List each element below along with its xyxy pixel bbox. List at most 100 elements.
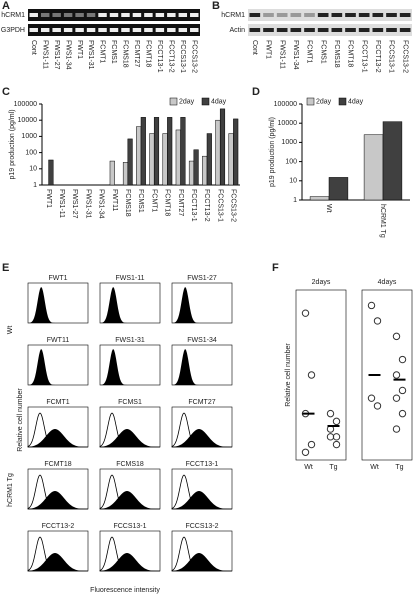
gel-row-label: hCRM1 (221, 12, 245, 19)
y-tick-label: 100 (25, 149, 37, 156)
y-tick-label: 1000 (281, 139, 297, 146)
gel-row-label: Actin (229, 27, 245, 34)
gel-band (155, 28, 165, 32)
plot-frame (295, 289, 347, 461)
gel-band (132, 13, 142, 17)
legend-label: 4day (211, 98, 227, 105)
gel-band (276, 28, 288, 32)
y-axis-label: Relative cell number (285, 343, 292, 407)
x-tick-label: FCCT13-2 (203, 189, 210, 222)
gel-band (40, 28, 50, 32)
x-tick-label: FWS1-34 (98, 189, 105, 219)
x-tick-label: Wt (304, 464, 313, 471)
bar (127, 138, 133, 186)
lane-label: FWS1-34 (64, 40, 71, 70)
bar (48, 159, 54, 186)
histogram-fill (172, 491, 232, 509)
histogram-fill (100, 287, 160, 323)
histogram-fill (172, 553, 232, 571)
histogram-title: FWS1-34 (187, 337, 217, 344)
x-tick-label: FWT11 (111, 189, 118, 212)
x-tick-label: FCMS18 (124, 189, 131, 217)
lane-label: FWT1 (76, 40, 83, 59)
data-point (332, 440, 341, 449)
gel-band (109, 13, 119, 17)
gel-band (249, 28, 261, 32)
lane-label: FCCT13-2 (167, 40, 174, 73)
histogram-fill (172, 429, 232, 447)
lane-label: FCMT1 (306, 40, 313, 63)
data-point (398, 386, 407, 395)
data-point (367, 394, 376, 402)
bar (140, 117, 146, 186)
gel-band (167, 28, 176, 32)
gel-band (98, 13, 107, 17)
bar (180, 117, 186, 186)
x-tick-label: FCMT18 (164, 189, 171, 216)
data-point (326, 409, 335, 418)
histogram-title: FCCS13-2 (185, 523, 218, 530)
bar (328, 177, 349, 201)
y-tick-label: 10000 (278, 120, 298, 127)
gel-band (75, 28, 84, 32)
data-point (307, 371, 316, 379)
data-point (392, 332, 401, 341)
y-tick-label: 10 (29, 166, 37, 173)
gel-band (386, 13, 397, 17)
gel-band (52, 13, 61, 17)
data-point (332, 433, 341, 441)
gel-band (63, 28, 73, 32)
lane-label: FCCS13-2 (401, 40, 408, 73)
data-point (301, 448, 310, 456)
bar (162, 133, 168, 186)
histogram-fill (100, 553, 160, 571)
data-point (392, 425, 401, 433)
bar (167, 117, 173, 186)
gel-band (63, 13, 73, 17)
legend-label: 4day (348, 98, 364, 105)
bar (153, 117, 160, 186)
gel-band (178, 28, 188, 32)
x-tick-label: FCMT27 (177, 189, 184, 216)
gel-band (263, 28, 274, 32)
gel-band (331, 28, 343, 32)
bar (233, 118, 239, 186)
x-tick-label: hCRM1 Tg (379, 204, 386, 238)
histogram-title: FCMS18 (116, 461, 144, 468)
histogram-title: FWT11 (47, 337, 70, 344)
gel-band (190, 13, 199, 17)
gel-band (121, 13, 130, 17)
histogram-title: FCMT27 (188, 399, 215, 406)
gel-band (40, 13, 50, 17)
x-tick-label: FWS1-11 (58, 189, 65, 218)
y-tick-label: 100 (285, 158, 297, 165)
data-point (398, 409, 407, 418)
x-tick-label: Tg (329, 464, 337, 471)
x-tick-label: FWS1-31 (84, 189, 91, 219)
gel-band (109, 28, 119, 32)
histogram-fill (100, 349, 160, 385)
data-point (398, 355, 407, 364)
y-tick-label: 100000 (14, 101, 37, 108)
gel-band (317, 28, 329, 32)
bar (219, 108, 226, 186)
x-tick-label: FCCS13-2 (230, 189, 237, 222)
histogram-outline (27, 536, 88, 572)
bar (149, 133, 155, 186)
panel-label: D (252, 86, 260, 98)
x-tick-label: FWT1 (45, 189, 52, 208)
y-tick-label: 1 (33, 182, 37, 189)
gel-band (75, 13, 84, 17)
data-point (326, 433, 335, 441)
data-point (332, 417, 341, 426)
y-axis-label: p19 production (pg/ml) (9, 109, 16, 179)
lane-label: FCCS13-2 (190, 40, 197, 73)
lane-label: FWS1-31 (87, 40, 94, 70)
lane-label: FCMS1 (110, 40, 117, 64)
data-point (392, 371, 401, 379)
gel-band (178, 13, 188, 17)
bar (228, 133, 234, 186)
histogram-outline (171, 474, 232, 510)
histogram-fill (172, 349, 232, 385)
